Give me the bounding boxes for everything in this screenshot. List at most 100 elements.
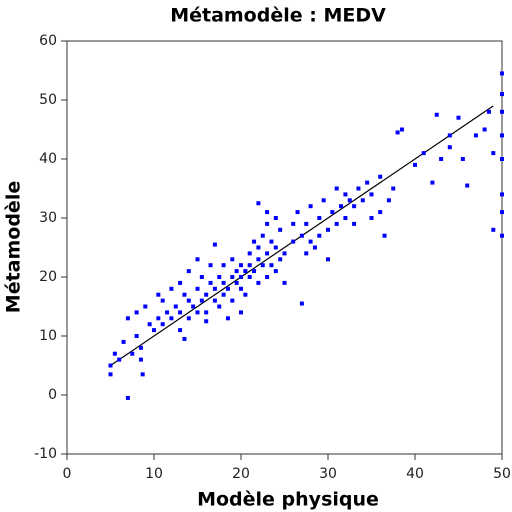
point: [165, 310, 170, 315]
point: [291, 239, 296, 244]
point: [134, 334, 139, 338]
point: [156, 316, 161, 321]
x-tick-label: 10: [145, 466, 163, 482]
point: [256, 257, 261, 262]
y-tick-label: 30: [39, 210, 57, 226]
point: [143, 304, 148, 309]
point: [265, 210, 270, 215]
point: [243, 269, 248, 274]
point: [326, 257, 330, 262]
point: [500, 210, 504, 215]
point: [130, 351, 135, 356]
point: [186, 298, 191, 303]
point: [295, 210, 300, 215]
point: [491, 151, 496, 156]
point: [299, 301, 304, 306]
point: [112, 351, 117, 356]
point: [369, 192, 374, 197]
point: [456, 115, 461, 120]
point: [334, 186, 339, 191]
point: [160, 298, 165, 303]
point: [447, 145, 452, 150]
point: [360, 198, 365, 203]
point: [178, 310, 183, 315]
point: [352, 221, 357, 226]
point: [299, 233, 304, 238]
point: [308, 239, 313, 244]
point: [186, 269, 191, 274]
point: [321, 198, 326, 203]
point: [199, 298, 204, 303]
point: [117, 357, 122, 362]
point: [395, 130, 400, 135]
point: [282, 280, 287, 285]
point: [330, 210, 335, 215]
x-tick-label: 40: [406, 466, 424, 482]
point: [108, 372, 113, 377]
point: [125, 316, 130, 321]
point: [369, 216, 374, 220]
point: [382, 233, 387, 238]
point: [182, 292, 187, 297]
point: [243, 292, 248, 297]
point: [247, 275, 252, 279]
point: [204, 292, 209, 297]
point: [140, 372, 145, 377]
point: [178, 280, 183, 285]
point: [265, 221, 270, 226]
point: [178, 328, 183, 333]
point: [413, 162, 417, 167]
point: [269, 263, 274, 268]
point: [473, 133, 478, 138]
point: [208, 263, 213, 268]
point: [212, 286, 217, 291]
x-tick-label: 50: [493, 466, 511, 482]
point: [439, 157, 444, 161]
point: [221, 292, 226, 297]
y-tick-label: 50: [39, 92, 57, 108]
point: [500, 92, 504, 97]
point: [491, 227, 496, 232]
y-tick-label: 10: [39, 328, 57, 344]
point: [465, 183, 470, 188]
point: [247, 251, 252, 256]
point: [191, 304, 196, 309]
point: [221, 280, 226, 285]
point: [334, 221, 339, 226]
point: [239, 286, 243, 291]
point: [486, 109, 491, 114]
point: [152, 328, 156, 333]
point: [125, 395, 130, 400]
point: [339, 204, 344, 209]
y-tick-label: 40: [39, 151, 57, 167]
point: [108, 363, 113, 368]
point: [391, 186, 396, 191]
point: [312, 245, 317, 250]
point: [217, 275, 222, 279]
point: [500, 157, 504, 161]
point: [138, 345, 143, 350]
point: [230, 257, 235, 262]
point: [195, 257, 200, 262]
y-tick-label: -10: [34, 446, 57, 462]
point: [230, 275, 235, 279]
point: [173, 304, 178, 309]
point: [212, 298, 217, 303]
point: [160, 322, 165, 327]
point: [378, 174, 383, 179]
point: [208, 280, 213, 285]
point: [500, 233, 504, 238]
point: [500, 192, 504, 197]
point: [352, 204, 357, 209]
point: [230, 298, 235, 303]
point: [347, 198, 352, 203]
point: [278, 227, 283, 232]
point: [204, 310, 209, 315]
point: [212, 242, 217, 247]
point: [156, 292, 161, 297]
point: [447, 133, 452, 138]
point: [239, 310, 243, 315]
point: [265, 275, 270, 279]
point: [239, 275, 243, 279]
point: [365, 180, 370, 185]
